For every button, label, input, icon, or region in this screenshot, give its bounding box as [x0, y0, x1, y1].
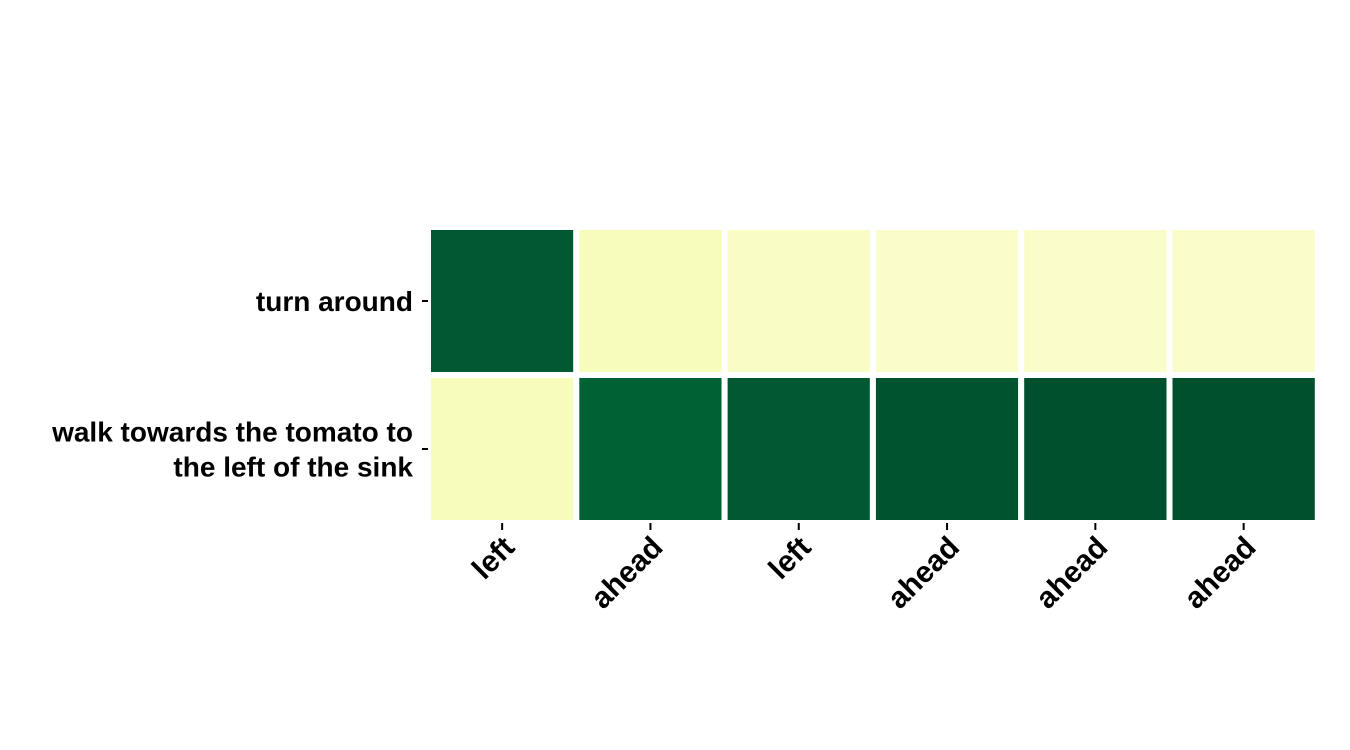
heatmap-cell: [721, 372, 876, 526]
heatmap-cell: [1166, 224, 1321, 378]
heatmap-cell: [425, 372, 580, 526]
y-axis-label-line: the left of the sink: [173, 452, 413, 483]
heatmap-cell: [1166, 372, 1321, 526]
x-axis-label: ahead: [1178, 531, 1263, 616]
y-axis-labels: turn around walk towards the tomato to the…: [51, 286, 413, 483]
heatmap-cell: [869, 372, 1025, 526]
heatmap-cell: [1018, 224, 1173, 378]
heatmap-cell: [425, 224, 580, 378]
x-axis-label: ahead: [585, 531, 670, 616]
heatmap-cell: [721, 224, 876, 378]
heatmap-cell: [1018, 372, 1173, 526]
heatmap-cell: [573, 224, 728, 378]
x-axis-label: ahead: [1030, 531, 1115, 616]
y-axis-label-line: walk towards the tomato to: [51, 417, 413, 448]
heatmap-cell: [869, 224, 1025, 378]
x-axis-label: left: [466, 531, 521, 586]
y-axis-ticks: [422, 300, 428, 450]
x-axis-label: ahead: [881, 531, 966, 616]
x-axis-labels: left ahead left ahead ahead ahead: [466, 531, 1263, 616]
heatmap-cell: [573, 372, 728, 526]
heatmap-cells: [425, 224, 1321, 526]
y-axis-label: turn around: [256, 286, 413, 317]
x-axis-ticks: [501, 523, 1245, 530]
y-axis-label: walk towards the tomato to the left of th…: [51, 417, 413, 483]
y-axis-label-line: turn around: [256, 286, 413, 317]
x-axis-label: left: [763, 531, 818, 586]
